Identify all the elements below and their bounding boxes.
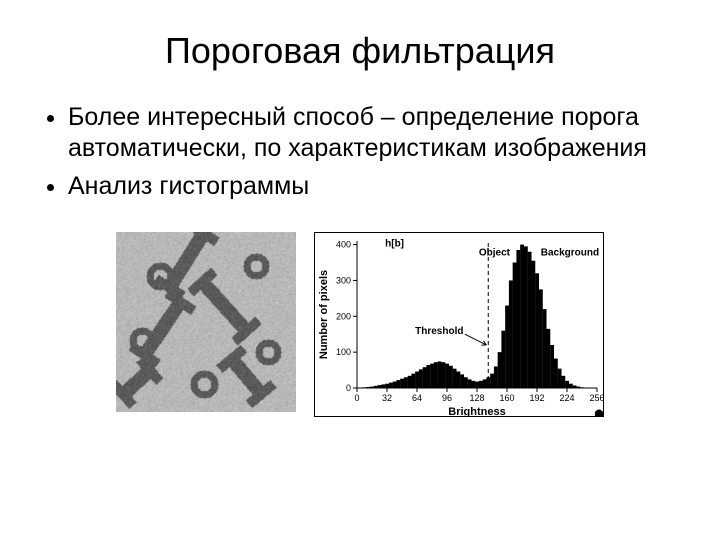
- bullet-item: Анализ гистограммы: [68, 171, 680, 202]
- svg-text:160: 160: [499, 393, 514, 403]
- svg-text:h[b]: h[b]: [385, 238, 404, 249]
- svg-text:Object: Object: [479, 247, 511, 258]
- svg-text:Background: Background: [541, 247, 599, 258]
- slide-title: Пороговая фильтрация: [40, 30, 680, 72]
- svg-text:0: 0: [346, 383, 351, 393]
- svg-text:128: 128: [469, 393, 484, 403]
- svg-text:256: 256: [589, 393, 604, 403]
- figures-row: 0 32 64 96 128 160 192 224 256 0 100 200 300 400 Brigh…: [40, 232, 680, 417]
- svg-text:400: 400: [336, 239, 351, 249]
- svg-text:Threshold: Threshold: [415, 326, 463, 337]
- bullet-item: Более интересный способ – определение по…: [68, 102, 680, 165]
- svg-text:300: 300: [336, 275, 351, 285]
- histogram-chart: 0 32 64 96 128 160 192 224 256 0 100 200 300 400 Brigh…: [314, 232, 604, 417]
- svg-text:96: 96: [442, 393, 452, 403]
- svg-text:Brightness: Brightness: [448, 406, 505, 417]
- svg-text:200: 200: [336, 311, 351, 321]
- svg-text:32: 32: [382, 393, 392, 403]
- svg-text:224: 224: [559, 393, 574, 403]
- svg-text:192: 192: [529, 393, 544, 403]
- svg-text:100: 100: [336, 347, 351, 357]
- sample-grayscale-image: [116, 232, 296, 412]
- svg-text:Number of pixels: Number of pixels: [318, 270, 330, 359]
- svg-text:64: 64: [412, 393, 422, 403]
- svg-text:0: 0: [354, 393, 359, 403]
- bullet-list: Более интересный способ – определение по…: [40, 102, 680, 202]
